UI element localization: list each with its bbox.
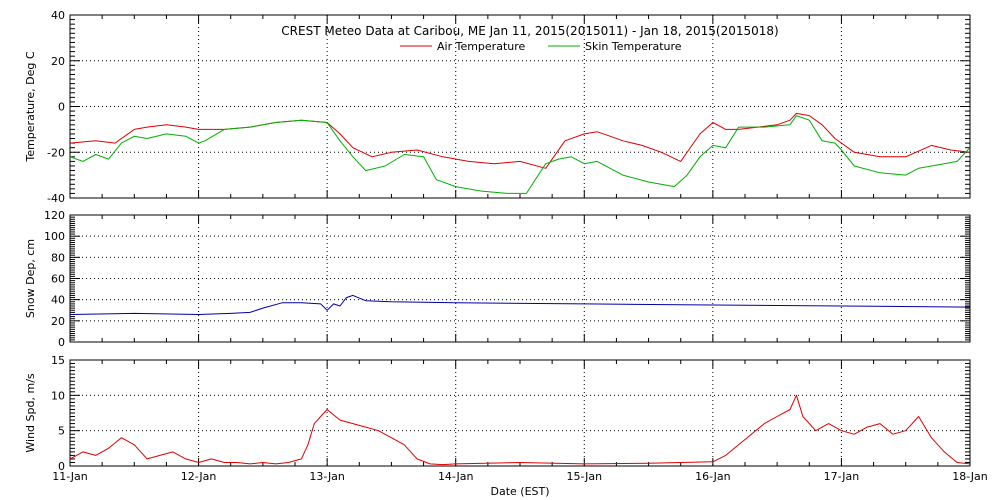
y-tick-label: -20 (47, 146, 65, 159)
y-axis-label: Wind Spd, m/s (24, 373, 37, 453)
x-tick-label: 13-Jan (309, 470, 345, 483)
y-tick-label: 80 (51, 251, 65, 264)
y-tick-label: 0 (58, 336, 65, 349)
y-tick-label: 60 (51, 273, 65, 286)
y-tick-label: -40 (47, 192, 65, 205)
y-tick-label: 120 (44, 209, 65, 222)
x-tick-label: 16-Jan (695, 470, 731, 483)
series-line-1-0 (69, 294, 971, 315)
y-tick-label: 10 (51, 389, 65, 402)
x-axis-label: Date (EST) (490, 485, 549, 498)
x-tick-label: 14-Jan (438, 470, 474, 483)
y-tick-label: 100 (44, 230, 65, 243)
y-tick-label: 40 (51, 9, 65, 22)
x-tick-label: 18-Jan (952, 470, 988, 483)
y-tick-label: 20 (51, 55, 65, 68)
y-tick-label: 20 (51, 315, 65, 328)
x-tick-label: 12-Jan (181, 470, 217, 483)
x-tick-label: 17-Jan (824, 470, 860, 483)
y-tick-label: 40 (51, 294, 65, 307)
panel-frame (69, 359, 971, 467)
series-line-2-0 (69, 394, 971, 466)
legend-label: Air Temperature (437, 40, 526, 53)
y-tick-label: 15 (51, 354, 65, 367)
x-tick-label: 15-Jan (567, 470, 603, 483)
panel-frame (69, 14, 971, 199)
y-tick-label: 5 (58, 425, 65, 438)
x-tick-label: 11-Jan (52, 470, 88, 483)
series-line-0-0 (69, 112, 971, 169)
chart-title: CREST Meteo Data at Caribou, ME Jan 11, … (281, 24, 778, 38)
series-line-0-1 (69, 115, 971, 194)
y-axis-label: Snow Dep, cm (24, 239, 37, 318)
y-axis-label: Temperature, Deg C (24, 51, 37, 162)
panel-frame (69, 214, 971, 343)
y-tick-label: 0 (58, 460, 65, 473)
y-tick-label: 0 (58, 101, 65, 114)
legend-label: Skin Temperature (585, 40, 682, 53)
